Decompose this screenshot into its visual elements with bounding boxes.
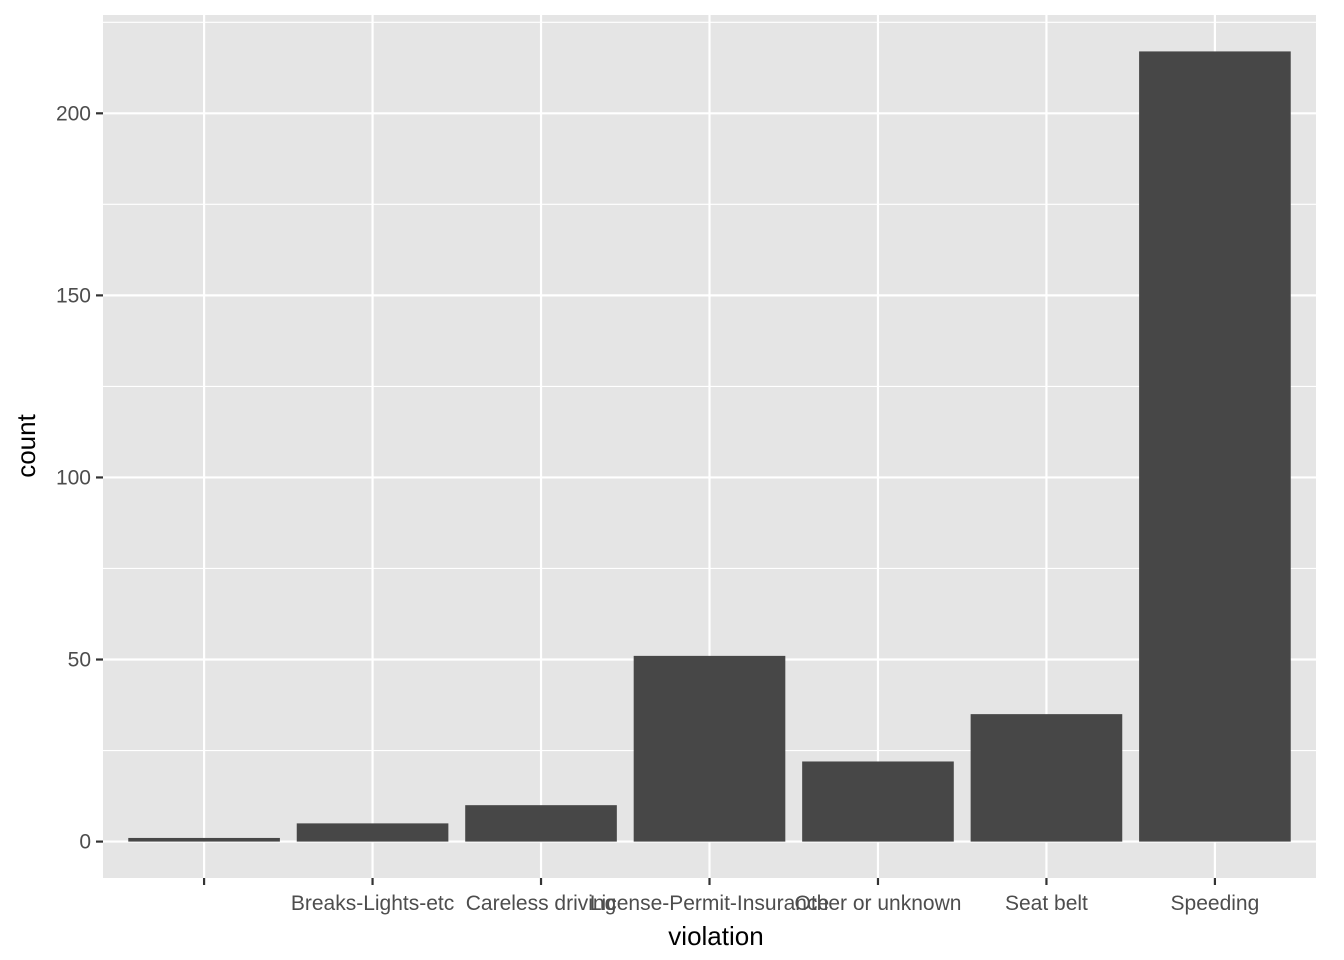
y-tick-label: 0 xyxy=(79,831,91,854)
x-tick-label: Other or unknown xyxy=(795,892,962,915)
y-axis-title: count xyxy=(11,413,41,477)
bar xyxy=(1139,51,1291,842)
x-tick-label: Careless driving xyxy=(466,892,617,915)
bar xyxy=(296,823,449,842)
x-tick-label: Seat belt xyxy=(1005,892,1088,915)
bar xyxy=(465,805,617,842)
x-tick-label: Breaks-Lights-etc xyxy=(291,892,454,915)
y-axis-ticks: 0 50 100 150 200 xyxy=(56,102,103,854)
bar xyxy=(128,837,280,842)
x-tick-label: License-Permit-Insurance xyxy=(590,892,829,915)
y-tick-label: 150 xyxy=(56,284,91,307)
y-tick-label: 200 xyxy=(56,102,91,125)
x-axis-ticks: Breaks-Lights-etc Careless drivingLicense… xyxy=(202,878,1260,915)
bar xyxy=(633,655,786,842)
y-tick-label: 100 xyxy=(56,466,91,489)
x-axis-title: violation xyxy=(668,921,763,951)
bar xyxy=(970,714,1123,842)
y-tick-label: 50 xyxy=(68,649,91,672)
bar xyxy=(802,761,954,842)
x-tick-label: Speeding xyxy=(1171,892,1260,915)
major-gridlines xyxy=(103,15,1316,878)
bars xyxy=(128,51,1291,842)
